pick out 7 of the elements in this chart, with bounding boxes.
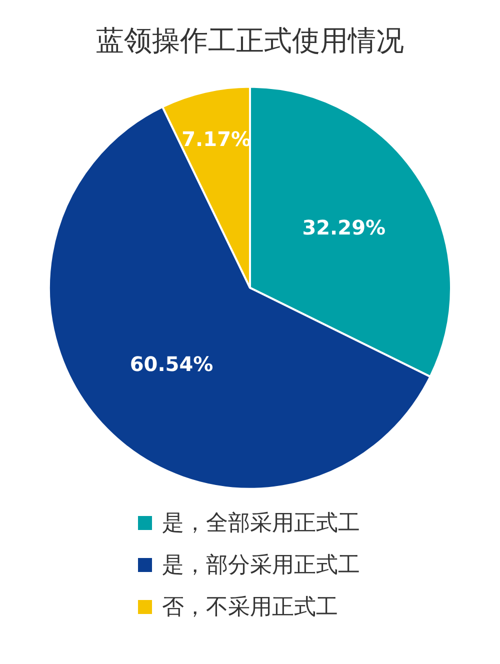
legend-label: 是，全部采用正式工 (162, 510, 360, 538)
data-label: 32.29% (302, 216, 386, 240)
legend-label: 否，不采用正式工 (162, 594, 338, 622)
chart-title: 蓝领操作工正式使用情况 (96, 24, 404, 58)
legend-label: 是，部分采用正式工 (162, 552, 360, 580)
data-label: 7.17% (182, 127, 252, 152)
data-label: 60.54% (130, 352, 214, 376)
